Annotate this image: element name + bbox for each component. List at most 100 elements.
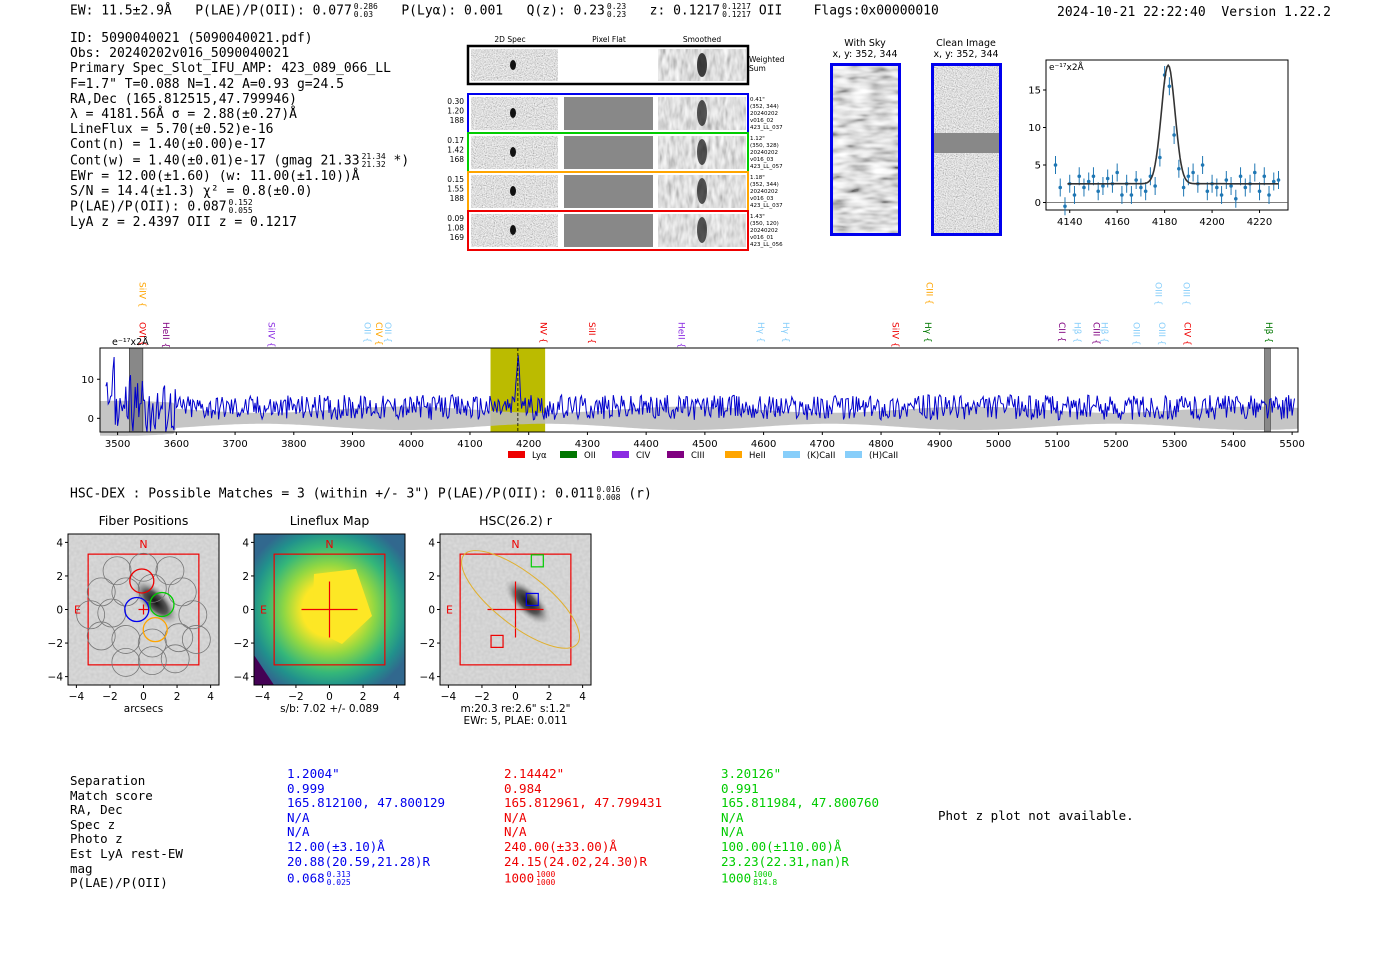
cutout-row-meta: v016_01: [750, 235, 774, 241]
spectrum-line-label: OII {: [361, 322, 371, 343]
hsc-ytick-label: 2: [242, 571, 249, 583]
hsc-xtick-label: 0: [326, 691, 333, 703]
match-cell: 3.20126": [721, 766, 782, 781]
cutout-emission-spot: [510, 147, 516, 157]
fit-plot-frame: [1045, 59, 1289, 211]
fit-data-point: [1252, 170, 1257, 175]
full-spectrum-plot: SiIV {OVI {HeII {SiIV {OII {CIV {OII {NV…: [81, 282, 1305, 461]
info-contw-sub: 21.32: [361, 159, 386, 169]
info-plae: P(LAE)/P(OII): 0.087 0.152 0.055: [70, 199, 409, 215]
header-qz: Q(z): 0.23: [526, 3, 605, 19]
fit-data-point: [1072, 193, 1077, 197]
spectrum-xtick-label: 5100: [1044, 439, 1069, 450]
hsc-ytick-label: 0: [428, 605, 435, 617]
match-col-3: 3.20126" 0.991 165.811984, 47.800760 N/A N/A…: [721, 766, 879, 887]
hsc-ytick-label: 2: [56, 571, 63, 583]
legend-swatch: [783, 451, 800, 458]
spectrum-line-label: Hβ {: [1263, 322, 1273, 343]
fit-data-point: [1219, 193, 1224, 197]
north-marker: N: [139, 538, 147, 551]
match-row-label: mag: [70, 860, 93, 876]
fit-xtick-label: 4140: [1057, 217, 1082, 228]
cutout-smoothed-spot: [697, 139, 707, 165]
fit-data-point: [1215, 185, 1219, 190]
fit-xtick-label: 4160: [1104, 217, 1129, 228]
fit-data-point: [1129, 193, 1134, 197]
hsc-panel-xlabel2: EWr: 5, PLAE: 0.011: [463, 715, 567, 725]
match-plae-cell: 0.068 0.313 0.025: [287, 871, 445, 887]
match-col-2: 2.14442" 0.984 165.812961, 47.799431 N/A N/A…: [504, 766, 662, 887]
match-plae-value: 0.068: [287, 870, 325, 886]
fit-data-point: [1091, 174, 1096, 179]
clean-image-title: Clean Image: [936, 38, 996, 49]
fit-data-point: [1186, 174, 1191, 179]
match-row-label: P(LAE)/P(OII): [70, 875, 168, 891]
match-cell: 20.88(20.59,21.28)R: [287, 853, 430, 869]
match-plae-cell: 1000 1000 1000: [504, 871, 662, 887]
fiber-blue: [124, 596, 150, 623]
cutout-row-meta: (352, 344): [750, 104, 779, 110]
match-row-label: RA, Dec: [70, 802, 123, 818]
spectrum-xtick-label: 4500: [692, 439, 717, 450]
fiber-circle: [160, 644, 190, 674]
match-cell: 23.23(22.31,nan)R: [721, 853, 849, 869]
fit-data-point: [1205, 189, 1210, 194]
cutout-emission-spot: [510, 108, 516, 118]
cutout-row-stat: 1.08: [447, 224, 464, 233]
spectrum-line-label: Hβ {: [1071, 322, 1081, 343]
spectrum-flux-line: [105, 355, 1295, 433]
spectrum-line-label: Hγ {: [922, 322, 932, 343]
match-plae-sup: 0.313: [326, 870, 351, 880]
cutout-row-meta: 423_LL_057: [750, 164, 783, 170]
fiber-circle: [86, 621, 116, 651]
cutout-row-meta: 423_LL_037: [750, 125, 783, 131]
fit-data-point: [1243, 185, 1248, 190]
spectrum-line-label: HeII {: [160, 322, 170, 348]
match-cell: 2.14442": [504, 766, 565, 781]
spectrum-xtick-label: 4000: [399, 439, 424, 450]
lineflux-low-corner: [254, 655, 274, 685]
fit-data-point: [1167, 84, 1172, 89]
fiber-circle: [76, 600, 106, 630]
timestamp: 2024-10-21 22:22:40: [1057, 5, 1206, 20]
info-id: ID: 5090040021 (5090040021.pdf): [70, 31, 313, 46]
match-cell: 12.00(±3.10)Å: [287, 838, 385, 854]
match-cell: 165.812100, 47.800129: [287, 795, 446, 811]
weighted-sum-row: [466, 44, 750, 86]
header-z-sup: 0.1217: [722, 2, 751, 11]
info-plae-sup: 0.152: [228, 198, 253, 208]
hsc-panel-title: HSC(26.2) r: [479, 513, 553, 528]
with-sky-title-block: With Sky x, y: 352, 344: [826, 38, 904, 60]
cutout-row-stat: 188: [450, 116, 465, 125]
fit-data-point: [1058, 185, 1063, 190]
spectrum-noise-band: [100, 400, 1298, 436]
hsc-sub: 0.008: [596, 493, 621, 502]
fit-model-curve: [1067, 63, 1279, 185]
hsc-ytick-label: −4: [420, 672, 436, 684]
hsc-summary: HSC-DEX : Possible Matches = 3 (within +…: [70, 486, 652, 502]
info-params: F=1.7" T=0.088 N=1.42 A=0.93 g=24.5: [70, 76, 344, 92]
fit-data-point: [1257, 189, 1262, 194]
hsc-xtick-label: −2: [474, 691, 489, 703]
fiber-circle: [137, 646, 167, 675]
spectrum-xtick-label: 4100: [457, 439, 482, 450]
header-qz-sup: 0.23: [606, 2, 627, 11]
match-plae-sub: 0.025: [326, 878, 351, 888]
match-row-label: Separation: [70, 773, 146, 788]
spectrum-line-label: Hγ {: [780, 322, 790, 343]
fit-data-point: [1101, 184, 1105, 188]
fit-data-point: [1234, 196, 1238, 201]
hsc-summary-text: HSC-DEX : Possible Matches = 3 (within +…: [70, 486, 595, 502]
line-fit-plot: e⁻¹⁷x2Å 0 5 10 15 4140 4160 4180 4200 4220: [1028, 59, 1289, 228]
legend-label: (K)CaII: [807, 451, 835, 461]
match-plae-sup: 1000: [753, 870, 773, 880]
spectrum-line-label: SiII {: [586, 322, 596, 344]
fiber-circle: [137, 628, 167, 658]
match-cell: N/A: [721, 824, 744, 840]
hsc-sup: 0.016: [596, 485, 621, 494]
cutout-emission-spot: [510, 186, 516, 196]
spectrum-line-label: Hγ {: [755, 322, 765, 343]
match-plae-sub: 1000: [536, 878, 556, 888]
fit-data-point: [1153, 184, 1157, 188]
hsc-ytick-label: −4: [48, 672, 64, 684]
